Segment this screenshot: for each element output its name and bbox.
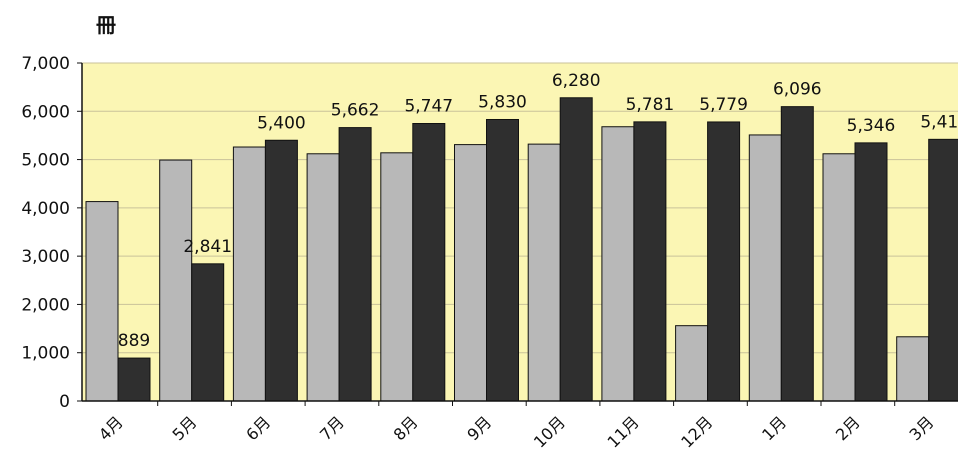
data-label: 5,662 — [331, 101, 380, 121]
category-label: 3月 — [906, 412, 938, 444]
data-label: 889 — [118, 331, 150, 351]
bar-series-1 — [527, 143, 561, 402]
bars — [85, 97, 958, 402]
data-label: 5,830 — [478, 92, 527, 112]
y-axis-ticks: 0 1,000 2,000 3,000 4,000 5,000 6,000 7,000 — [21, 54, 82, 412]
bar-series-2 — [559, 97, 593, 402]
data-label: 6,096 — [773, 80, 822, 100]
y-tick-label: 7,000 — [21, 54, 70, 74]
bar-series-2 — [854, 142, 888, 402]
y-tick-label: 3,000 — [21, 247, 70, 267]
bar-series-1 — [601, 126, 635, 402]
data-label: 5,400 — [257, 113, 306, 133]
bar-series-2 — [707, 121, 741, 402]
data-label: 6,280 — [552, 71, 601, 91]
y-tick-label: 2,000 — [21, 295, 70, 315]
data-label: 5,781 — [626, 95, 675, 115]
bar-series-2 — [338, 127, 372, 402]
bar-series-2 — [486, 118, 519, 402]
category-label: 9月 — [463, 412, 495, 444]
category-label: 12月 — [677, 412, 716, 451]
category-labels: 4月 5月 6月 7月 8月 9月 10月 11月 12月 1月 2月 3月 — [95, 401, 938, 452]
y-tick-label: 6,000 — [21, 102, 70, 122]
category-label: 8月 — [390, 412, 422, 444]
data-label: 5,346 — [847, 116, 896, 136]
category-label: 11月 — [604, 412, 643, 451]
category-label: 1月 — [758, 412, 790, 444]
bar-series-2 — [412, 123, 446, 402]
data-label: 2,841 — [183, 237, 232, 257]
bar-series-1 — [822, 153, 856, 402]
bar-series-2 — [191, 263, 225, 402]
bar-series-1 — [232, 146, 266, 402]
bar-series-1 — [380, 152, 414, 402]
data-label: 5,747 — [404, 97, 453, 117]
unit-label: 冊 — [96, 13, 116, 37]
y-tick-label: 4,000 — [21, 199, 70, 219]
data-label: 5,419 — [920, 112, 958, 132]
bar-series-2 — [633, 121, 667, 402]
category-label: 10月 — [530, 412, 569, 451]
data-label: 5,779 — [699, 95, 748, 115]
category-label: 4月 — [95, 412, 127, 444]
category-label: 2月 — [832, 412, 864, 444]
category-label: 5月 — [169, 412, 201, 444]
bar-series-1 — [675, 325, 709, 402]
bar-series-1 — [454, 144, 487, 402]
bar-series-1 — [306, 153, 340, 402]
category-label: 7月 — [316, 412, 348, 444]
y-tick-label: 5,000 — [21, 151, 70, 171]
bar-series-2 — [264, 139, 298, 402]
bar-series-1 — [896, 336, 930, 402]
bar-series-1 — [159, 159, 193, 402]
bar-series-2 — [117, 357, 151, 402]
data-labels: 889 2,841 5,400 5,662 5,747 5,830 6,280 5,781 5,… — [118, 71, 958, 351]
bar-series-1 — [85, 201, 119, 402]
bar-series-2 — [928, 138, 958, 402]
bar-series-2 — [780, 106, 814, 402]
y-tick-label: 0 — [59, 392, 70, 412]
category-label: 6月 — [242, 412, 274, 444]
bar-series-1 — [748, 134, 782, 402]
y-tick-label: 1,000 — [21, 344, 70, 364]
